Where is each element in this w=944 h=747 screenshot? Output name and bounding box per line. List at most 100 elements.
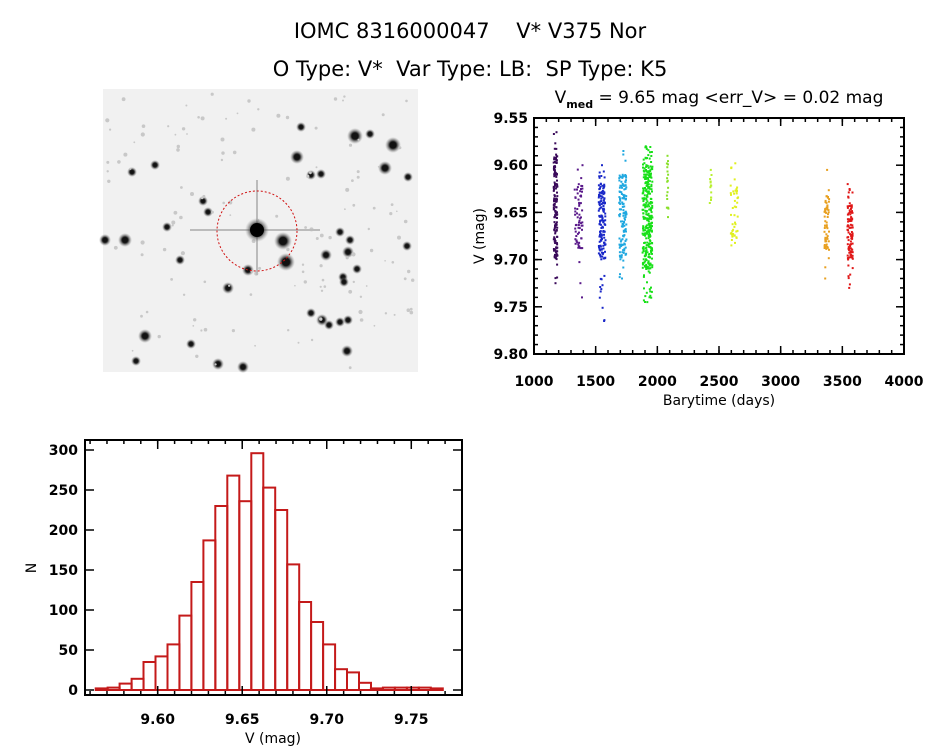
data-point <box>645 164 648 167</box>
data-point <box>618 237 621 240</box>
data-point <box>620 193 623 195</box>
data-point <box>649 165 652 168</box>
data-point <box>823 227 826 229</box>
data-point <box>579 217 582 220</box>
data-point <box>710 199 712 201</box>
data-point <box>553 188 555 191</box>
data-point <box>552 133 555 135</box>
data-point <box>646 241 649 244</box>
data-point <box>649 169 652 172</box>
data-point <box>647 166 650 169</box>
figure-title-line2: O Type: V* Var Type: LB: SP Type: K5 <box>273 57 668 81</box>
data-point <box>620 225 623 228</box>
data-point <box>619 191 621 193</box>
data-point <box>651 216 654 219</box>
faint-star <box>319 285 322 288</box>
data-point <box>623 205 626 208</box>
faint-star <box>286 247 290 252</box>
data-point <box>729 184 732 187</box>
data-point <box>650 211 653 214</box>
data-point <box>622 214 625 217</box>
target-star-core <box>250 223 264 237</box>
data-point <box>823 247 826 249</box>
data-point <box>710 191 713 194</box>
faint-star <box>121 97 126 102</box>
histogram-bar <box>130 677 145 691</box>
data-point <box>848 251 851 254</box>
data-point <box>554 277 557 280</box>
faint-star <box>285 176 290 181</box>
data-point <box>600 251 603 254</box>
faint-star <box>319 233 324 238</box>
data-point <box>851 267 854 270</box>
data-point <box>554 282 557 285</box>
data-point <box>649 151 651 154</box>
sky-stars <box>99 92 415 373</box>
data-point <box>646 200 649 203</box>
data-point <box>647 237 650 240</box>
data-point <box>846 254 849 257</box>
faint-star <box>306 174 310 178</box>
data-point <box>823 215 826 218</box>
data-point <box>648 232 651 235</box>
data-point <box>710 174 713 176</box>
data-point <box>553 173 556 176</box>
data-point <box>642 258 645 261</box>
data-point <box>624 218 626 221</box>
data-point <box>555 173 558 176</box>
data-point <box>736 215 739 218</box>
histogram-bar <box>334 668 348 692</box>
data-point <box>618 215 621 218</box>
data-point <box>731 207 734 209</box>
data-point <box>666 179 669 182</box>
data-point <box>849 223 852 226</box>
data-point <box>618 208 621 211</box>
data-point <box>618 246 621 249</box>
data-point <box>827 240 830 243</box>
data-point <box>645 210 648 213</box>
data-point <box>643 287 645 290</box>
data-point <box>580 194 582 197</box>
data-point <box>600 258 603 261</box>
data-point <box>621 251 624 254</box>
data-point <box>644 232 647 235</box>
data-point <box>619 240 622 243</box>
data-point <box>827 209 830 212</box>
data-point <box>649 267 652 270</box>
data-point <box>553 175 556 178</box>
data-point <box>648 217 650 220</box>
data-point <box>646 213 649 216</box>
data-point <box>555 229 558 232</box>
data-point <box>554 242 557 245</box>
data-point <box>651 206 654 209</box>
data-point <box>649 146 652 148</box>
data-point <box>849 213 852 216</box>
data-point <box>618 214 621 216</box>
data-point <box>734 162 737 165</box>
faint-star <box>249 293 253 296</box>
data-point <box>600 191 603 194</box>
data-point <box>825 206 828 209</box>
light-curve-x-tick-labels: 1000 1500 2000 2500 3000 3500 4000 <box>515 374 924 390</box>
data-point <box>623 212 626 215</box>
data-point <box>555 246 558 249</box>
star-core <box>153 163 157 167</box>
data-point <box>735 188 738 191</box>
data-point <box>642 169 645 172</box>
histogram-ylabel: N <box>24 563 40 573</box>
faint-star <box>315 166 318 169</box>
data-point <box>651 257 653 260</box>
data-point <box>578 221 580 224</box>
faint-star <box>247 99 251 103</box>
data-point <box>600 219 603 222</box>
data-point <box>553 249 556 252</box>
data-point <box>620 239 623 242</box>
faint-star <box>351 252 356 257</box>
data-point <box>604 212 607 215</box>
series-season-4 <box>618 150 628 280</box>
data-point <box>649 192 651 195</box>
faint-star <box>174 133 177 136</box>
data-point <box>649 226 652 229</box>
data-point <box>642 299 645 302</box>
x-tick-label: 3000 <box>761 374 800 390</box>
